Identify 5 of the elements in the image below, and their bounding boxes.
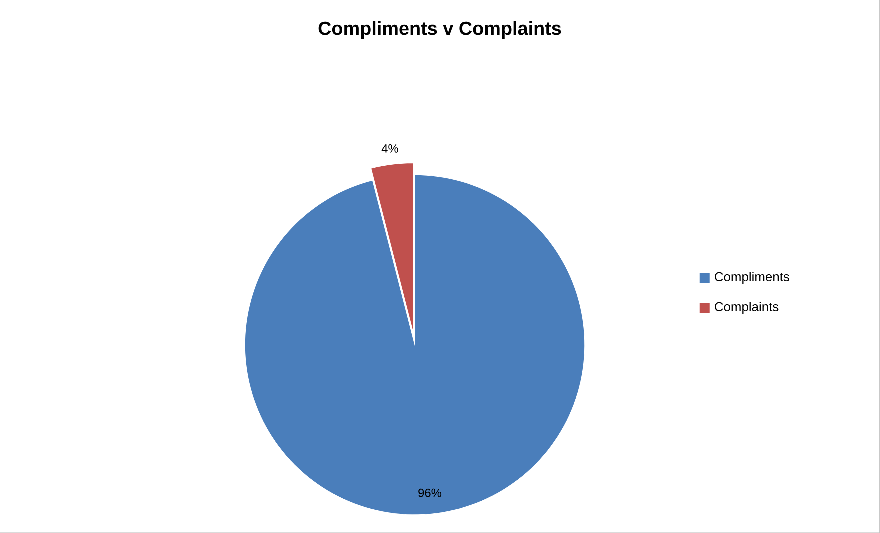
legend-label: Complaints <box>715 302 779 314</box>
data-label: 96% <box>418 488 442 498</box>
legend-label: Compliments <box>715 272 790 284</box>
chart-title: Compliments v Complaints <box>318 21 562 39</box>
data-label: 4% <box>382 144 398 153</box>
